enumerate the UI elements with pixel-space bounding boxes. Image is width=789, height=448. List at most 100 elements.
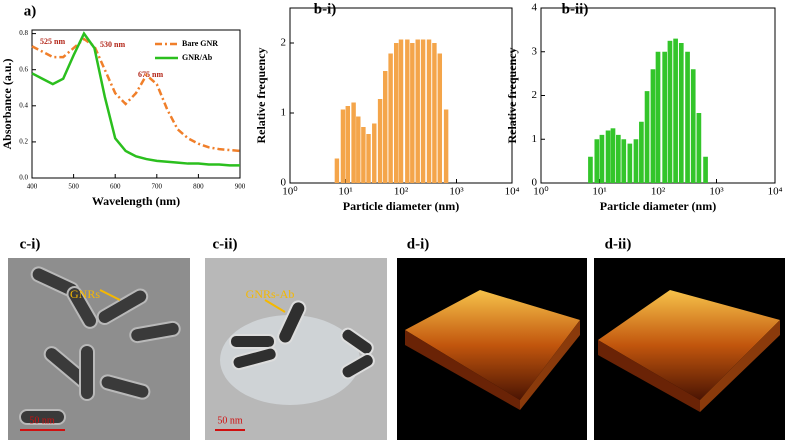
bar — [420, 39, 426, 183]
y-tick-label: 1 — [532, 133, 538, 145]
bar — [605, 130, 611, 183]
bar — [361, 127, 366, 183]
scale-bar-label: 50 nm — [29, 415, 55, 426]
bar — [703, 156, 708, 183]
x-tick-label: 10⁰ — [533, 186, 549, 198]
bar — [356, 116, 361, 183]
plot-frame — [31, 29, 241, 179]
legend-label: GNR/Ab — [182, 53, 213, 62]
afm-image — [594, 258, 785, 440]
x-tick-label: 10² — [651, 186, 666, 198]
bar — [639, 121, 644, 183]
bar — [410, 43, 415, 183]
y-tick-label: 4 — [532, 2, 538, 14]
x-tick-label: 10² — [394, 186, 409, 198]
x-axis-label: Particle diameter (nm) — [600, 199, 716, 213]
x-tick-label: 10³ — [449, 186, 464, 198]
bar — [610, 128, 616, 183]
bar — [415, 39, 420, 183]
y-axis-label: Absorbance (a.u.) — [0, 58, 14, 149]
x-tick-label: 10¹ — [592, 186, 606, 198]
bar — [678, 43, 684, 183]
bar — [437, 53, 443, 183]
bar — [383, 71, 388, 183]
y-tick-label: 0 — [281, 177, 287, 189]
bar — [662, 51, 668, 183]
x-tick-label: 10⁴ — [505, 186, 520, 198]
bar — [685, 51, 690, 183]
y-tick-label: 3 — [532, 45, 538, 57]
panel-label: b-i) — [314, 1, 337, 17]
bar — [627, 143, 633, 183]
y-tick-label: 0.4 — [19, 101, 28, 109]
bar — [633, 139, 639, 183]
bar — [377, 99, 383, 183]
x-tick-label: 10³ — [709, 186, 724, 198]
x-tick-label: 500 — [68, 183, 79, 191]
bar — [426, 39, 432, 183]
y-tick-label: 2 — [281, 37, 287, 49]
x-tick-label: 600 — [110, 183, 121, 191]
bar — [443, 109, 449, 183]
x-axis-label: Wavelength (nm) — [92, 194, 180, 208]
y-tick-label: 0 — [532, 177, 538, 189]
panel-label: d-i) — [407, 236, 430, 252]
bar — [644, 91, 650, 183]
x-tick-label: 400 — [27, 183, 38, 191]
y-tick-label: 0.2 — [19, 138, 28, 146]
panel-label: c-i) — [20, 236, 41, 252]
y-tick-label: 0.0 — [19, 174, 28, 182]
bar — [345, 106, 351, 183]
y-tick-label: 2 — [532, 89, 538, 101]
line-series — [31, 31, 240, 167]
y-tick-label: 0.6 — [19, 65, 28, 73]
x-tick-label: 800 — [193, 183, 204, 191]
bar — [690, 69, 696, 183]
y-axis-label: Relative frequency — [505, 47, 519, 143]
afm-image — [397, 258, 587, 440]
panel-label: c-ii) — [213, 236, 238, 252]
annotation: 525 nm — [40, 37, 65, 46]
panel-label: d-ii) — [605, 236, 632, 252]
x-tick-label: 10¹ — [338, 186, 352, 198]
x-tick-label: 700 — [152, 183, 163, 191]
legend-label: Bare GNR — [182, 39, 218, 48]
line-series — [31, 37, 241, 153]
tem-image — [8, 258, 190, 440]
x-tick-label: 900 — [235, 183, 246, 191]
tem-image — [205, 258, 387, 440]
x-tick-label: 10⁴ — [768, 186, 783, 198]
bar — [398, 39, 404, 183]
image-annotation: GNRs-Ab — [246, 287, 295, 301]
bar — [594, 139, 600, 183]
bar — [388, 53, 393, 183]
panel-label: b-ii) — [562, 1, 589, 17]
x-tick-label: 10⁰ — [282, 186, 298, 198]
bar — [616, 134, 621, 183]
bar — [655, 51, 661, 183]
bar — [393, 43, 399, 183]
bar — [667, 40, 673, 183]
annotation: 675 nm — [138, 70, 163, 79]
x-axis-label: Particle diameter (nm) — [343, 199, 459, 213]
y-axis-label: Relative frequency — [254, 47, 268, 143]
panel-label: a) — [24, 3, 37, 19]
bar — [673, 38, 678, 183]
bar — [372, 123, 377, 183]
scale-bar-label: 50 nm — [217, 415, 243, 426]
bar — [696, 113, 702, 183]
bar — [366, 134, 371, 183]
bar — [351, 102, 356, 183]
bar — [588, 156, 593, 183]
bar — [599, 134, 605, 183]
annotation: 530 nm — [100, 40, 125, 49]
bar — [340, 109, 346, 183]
bar — [432, 43, 437, 183]
bar — [334, 158, 340, 183]
y-tick-label: 0.8 — [19, 29, 28, 37]
bar — [650, 69, 656, 183]
y-tick-label: 1 — [281, 107, 287, 119]
image-annotation: GNRs — [70, 287, 100, 301]
bar — [621, 139, 627, 183]
